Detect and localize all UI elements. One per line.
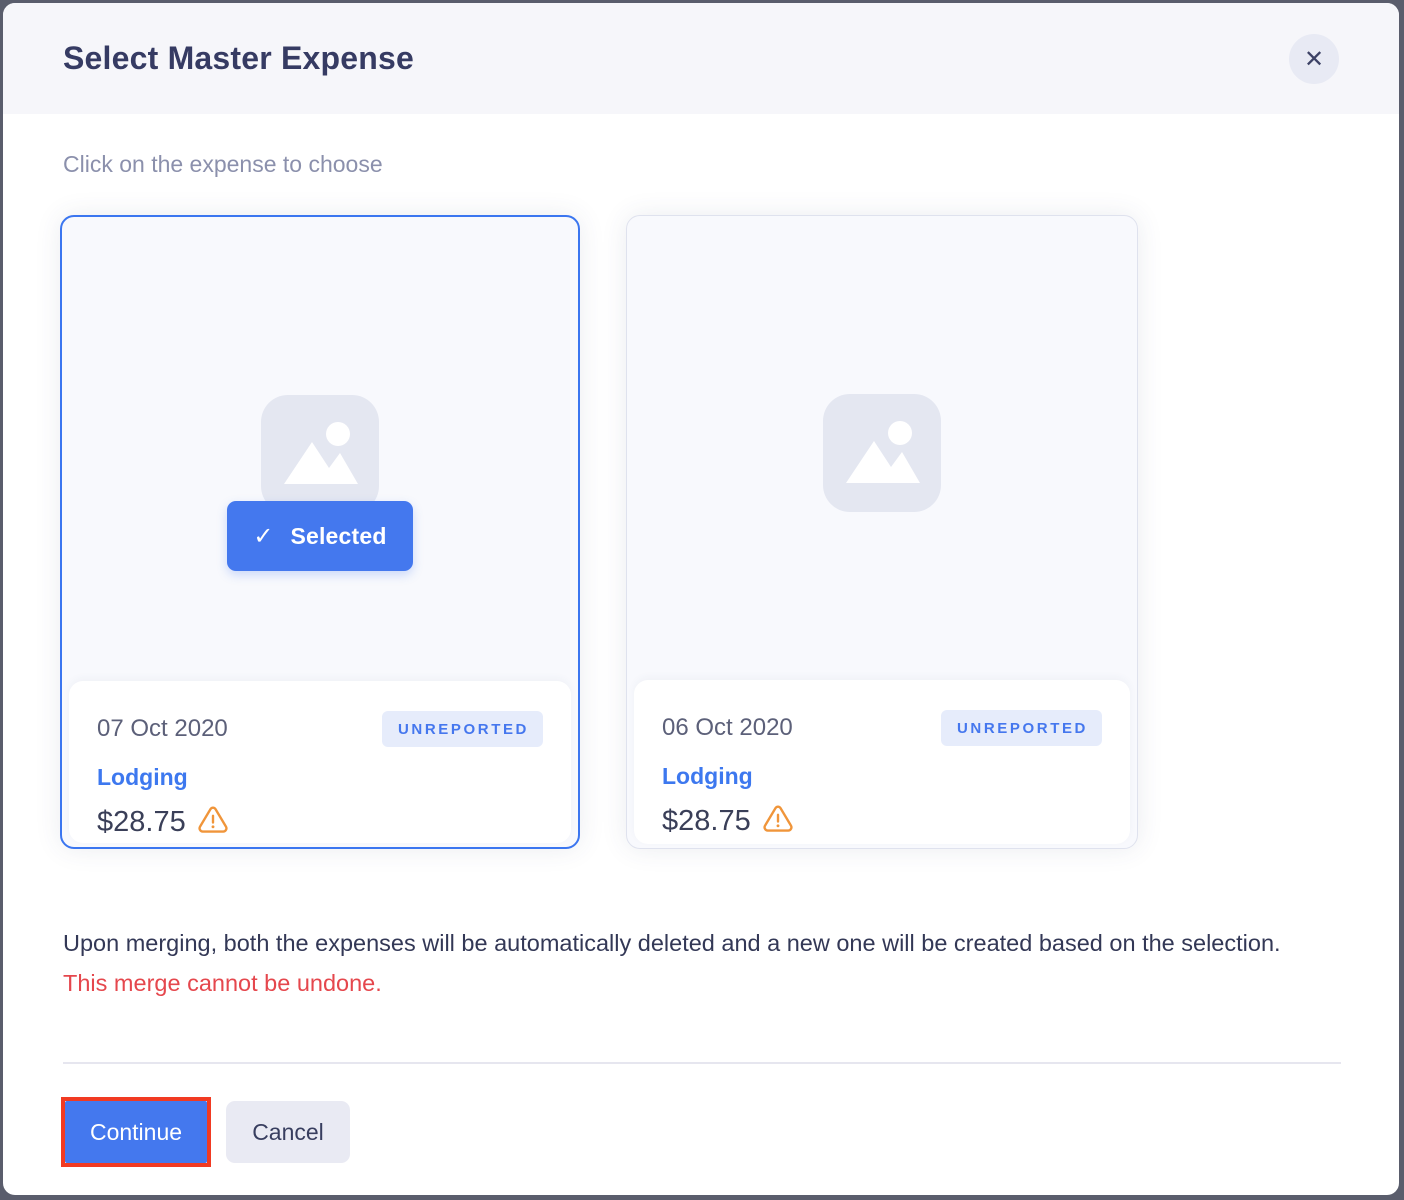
status-badge: UNREPORTED [381, 711, 543, 747]
footer-divider [63, 1062, 1341, 1064]
close-button[interactable]: ✕ [1289, 34, 1339, 84]
expense-card-selected[interactable]: ✓ Selected 07 Oct 2020 UNREPORTED Lodgin… [60, 215, 580, 849]
expense-card-unselected[interactable]: 06 Oct 2020 UNREPORTED Lodging $28.75 [626, 215, 1138, 849]
expense-card-info: 07 Oct 2020 UNREPORTED Lodging $28.75 [69, 681, 571, 843]
continue-button-highlight: Continue [61, 1097, 211, 1167]
selected-label: Selected [290, 522, 387, 549]
expense-category-link[interactable]: Lodging [662, 763, 753, 789]
selected-indicator-button[interactable]: ✓ Selected [227, 501, 413, 571]
check-icon: ✓ [253, 522, 274, 550]
receipt-placeholder-icon [823, 394, 941, 517]
close-icon: ✕ [1303, 45, 1325, 73]
expense-cards-row: ✓ Selected 07 Oct 2020 UNREPORTED Lodgin… [60, 215, 1138, 849]
cancel-button[interactable]: Cancel [226, 1101, 350, 1163]
merge-warning-danger: This merge cannot be undone. [63, 970, 382, 996]
receipt-placeholder-icon [261, 395, 379, 518]
status-badge: UNREPORTED [940, 710, 1102, 746]
dialog-title: Select Master Expense [63, 40, 415, 76]
select-master-expense-dialog: Select Master Expense ✕ Click on the exp… [3, 3, 1399, 1195]
expense-date: 06 Oct 2020 [662, 714, 793, 741]
dialog-subtitle: Click on the expense to choose [63, 151, 383, 177]
expense-amount: $28.75 [662, 805, 751, 837]
warning-icon [198, 806, 228, 839]
expense-date: 07 Oct 2020 [97, 715, 228, 742]
merge-warning-main: Upon merging, both the expenses will be … [63, 930, 1281, 956]
dialog-header: Select Master Expense ✕ [3, 3, 1399, 114]
expense-category-link[interactable]: Lodging [97, 764, 188, 790]
expense-card-info: 06 Oct 2020 UNREPORTED Lodging $28.75 [634, 680, 1130, 844]
warning-icon [763, 805, 793, 838]
expense-amount: $28.75 [97, 806, 186, 838]
continue-button[interactable]: Continue [65, 1101, 207, 1163]
merge-warning-text: Upon merging, both the expenses will be … [63, 923, 1313, 1003]
